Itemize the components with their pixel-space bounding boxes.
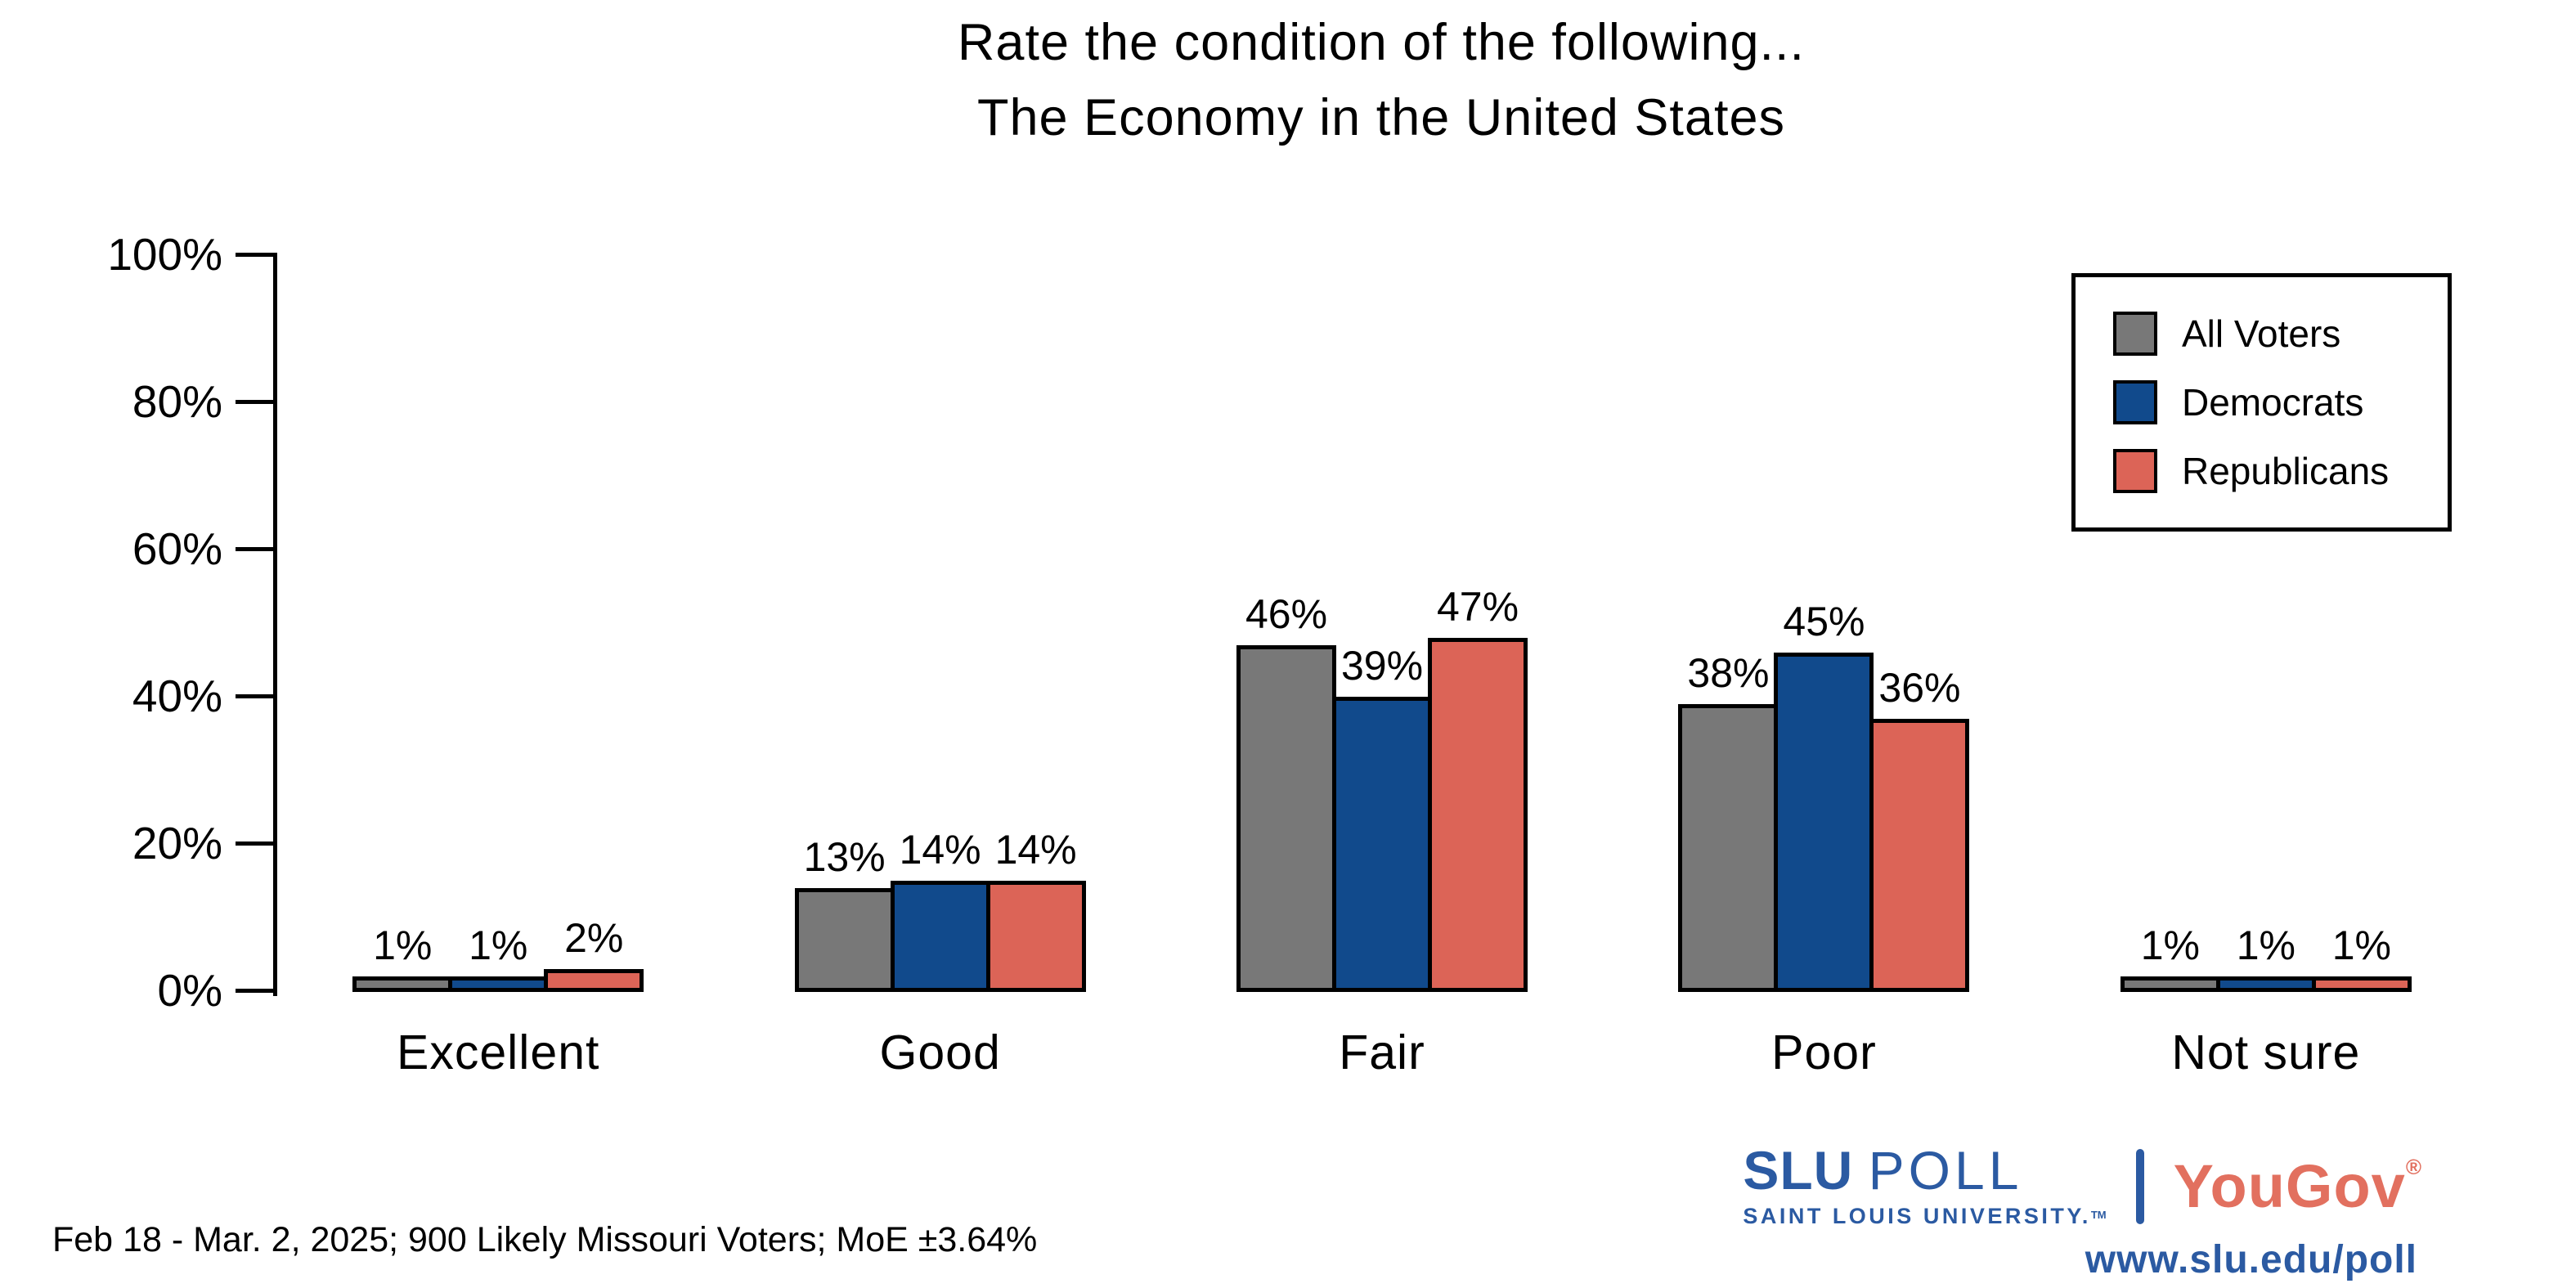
bar-republicans-excellent: 2%	[544, 915, 644, 992]
logo-row: SLU POLL SAINT LOUIS UNIVERSITY.TM YouGo…	[1743, 1143, 2422, 1229]
bar-all-voters-not-sure: 1%	[2120, 922, 2220, 992]
y-tick-label-20: 20%	[132, 818, 222, 868]
bar-democrats-excellent: 1%	[448, 922, 549, 992]
plot-area: 1% 1% 2% Excellent 13% 14% 14% Good 46% 39% 47% Fai…	[277, 256, 2487, 1079]
chart-title-line2: The Economy in the United States	[976, 89, 1785, 146]
bar-all-voters-good: 13%	[794, 834, 895, 992]
category-group-good: 13% 14% 14% Good	[719, 256, 1160, 1079]
legend-label-republicans: Republicans	[2182, 450, 2390, 492]
yougov-wordmark: YouGov	[2173, 1152, 2406, 1220]
chart-title-line1: Rate the condition of the following...	[957, 14, 1806, 71]
category-label-excellent: Excellent	[397, 1025, 600, 1079]
value-label-democrats-poor: 45%	[1783, 599, 1865, 644]
y-tick-label-40: 40%	[132, 671, 222, 721]
logo-block: SLU POLL SAINT LOUIS UNIVERSITY.TM YouGo…	[1743, 1143, 2422, 1282]
legend-item-all-voters: All Voters	[2113, 312, 2448, 356]
y-tick-label-100: 100%	[107, 229, 222, 280]
y-tick-label-0: 0%	[157, 965, 223, 1016]
category-group-fair: 46% 39% 47% Fair	[1161, 256, 1603, 1079]
legend-swatch-all-voters	[2113, 312, 2157, 356]
value-label-democrats-excellent: 1%	[469, 922, 528, 968]
y-tick-100	[236, 253, 273, 257]
value-label-all-voters-fair: 46%	[1245, 591, 1328, 637]
y-tick-80	[236, 400, 273, 404]
registered-symbol: ®	[2405, 1155, 2422, 1179]
legend: All Voters Democrats Republicans	[2071, 273, 2452, 532]
yougov-logo: YouGov®	[2174, 1151, 2422, 1221]
legend-item-democrats: Democrats	[2113, 380, 2448, 424]
bar-all-voters-excellent: 1%	[352, 922, 453, 992]
bar-all-voters-fair: 46%	[1236, 591, 1337, 992]
y-tick-0	[236, 989, 273, 993]
slu-university-name: SAINT LOUIS UNIVERSITY.	[1743, 1204, 2091, 1228]
legend-swatch-republicans	[2113, 449, 2157, 493]
bar-all-voters-poor: 38%	[1678, 650, 1779, 992]
value-label-all-voters-not-sure: 1%	[2140, 922, 2200, 968]
y-tick-40	[236, 694, 273, 698]
footnote: Feb 18 - Mar. 2, 2025; 900 Likely Missou…	[52, 1220, 1038, 1259]
value-label-republicans-poor: 36%	[1878, 665, 1961, 711]
category-label-not-sure: Not sure	[2171, 1025, 2361, 1079]
value-label-all-voters-good: 13%	[803, 834, 886, 880]
y-tick-label-80: 80%	[132, 376, 222, 427]
value-label-democrats-not-sure: 1%	[2236, 922, 2296, 968]
value-label-republicans-good: 14%	[994, 827, 1077, 873]
bar-democrats-good: 14%	[890, 827, 990, 992]
value-label-republicans-not-sure: 1%	[2331, 922, 2391, 968]
bar-republicans-not-sure: 1%	[2311, 922, 2412, 992]
bar-democrats-poor: 45%	[1774, 599, 1874, 992]
y-tick-label-60: 60%	[132, 523, 222, 574]
bar-democrats-not-sure: 1%	[2215, 922, 2316, 992]
logo-separator-bar	[2135, 1148, 2144, 1224]
category-group-poor: 38% 45% 36% Poor	[1603, 256, 2044, 1079]
y-axis: 0% 20% 40% 60% 80% 100%	[0, 229, 277, 1016]
poll-logo-text: POLL	[1868, 1140, 2023, 1200]
y-tick-20	[236, 841, 273, 846]
legend-label-democrats: Democrats	[2182, 381, 2364, 424]
legend-label-all-voters: All Voters	[2182, 312, 2341, 355]
value-label-republicans-fair: 47%	[1436, 584, 1519, 630]
bar-republicans-poor: 36%	[1869, 665, 1970, 992]
category-label-poor: Poor	[1771, 1025, 1877, 1079]
category-label-good: Good	[879, 1025, 1001, 1079]
chart-title: Rate the condition of the following... T…	[276, 5, 2486, 155]
bar-republicans-fair: 47%	[1428, 584, 1528, 992]
bar-democrats-fair: 39%	[1332, 643, 1433, 992]
value-label-democrats-good: 14%	[899, 827, 981, 873]
slu-poll-logo: SLU POLL SAINT LOUIS UNIVERSITY.TM	[1743, 1143, 2106, 1229]
value-label-all-voters-poor: 38%	[1687, 650, 1770, 696]
value-label-all-voters-excellent: 1%	[373, 922, 433, 968]
slu-logo-text: SLU	[1743, 1140, 1854, 1200]
legend-swatch-democrats	[2113, 380, 2157, 424]
bar-republicans-good: 14%	[985, 827, 1086, 992]
value-label-republicans-excellent: 2%	[564, 915, 624, 961]
category-group-excellent: 1% 1% 2% Excellent	[277, 256, 719, 1079]
legend-item-republicans: Republicans	[2113, 449, 2448, 493]
value-label-democrats-fair: 39%	[1340, 643, 1424, 689]
category-label-fair: Fair	[1339, 1025, 1425, 1079]
category-group-not-sure: 1% 1% 1% Not sure	[2045, 256, 2487, 1079]
slu-university-text: SAINT LOUIS UNIVERSITY.TM	[1743, 1204, 2106, 1229]
slu-poll-url: www.slu.edu/poll	[2085, 1238, 2417, 1281]
y-tick-60	[236, 547, 273, 551]
slu-poll-wordmark: SLU POLL	[1743, 1143, 2022, 1197]
trademark-symbol: TM	[2090, 1209, 2107, 1221]
y-axis-line	[273, 253, 277, 996]
